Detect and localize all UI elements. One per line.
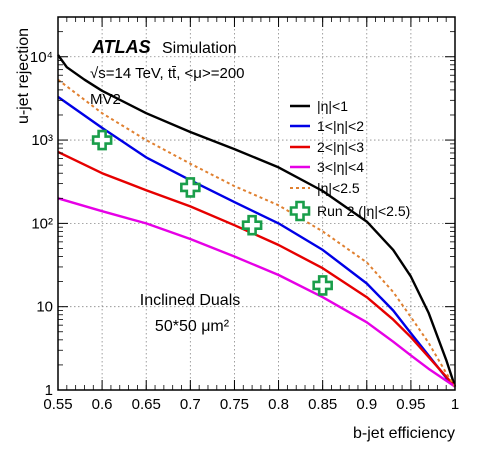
algorithm-label: MV2 bbox=[90, 91, 121, 108]
legend: |η|<1 1<|η|<2 2<|η|<3 3<|η|<4 |η|<2.5 Run 2 (… bbox=[289, 98, 410, 222]
legend-label-2: 1<|η|<2 bbox=[317, 118, 364, 134]
legend-label-run2: Run 2 (|η|<2.5) bbox=[317, 203, 410, 219]
x-tick-label: 0.7 bbox=[180, 396, 201, 413]
legend-label-3: 2<|η|<3 bbox=[317, 139, 364, 155]
y-tick-label: 1 bbox=[45, 382, 53, 399]
legend-label-5: |η|<2.5 bbox=[317, 180, 360, 196]
x-tick-label: 0.8 bbox=[268, 396, 289, 413]
run2-marker bbox=[312, 275, 333, 296]
energy-label: √s=14 TeV, tt̄, <μ>=200 bbox=[90, 65, 245, 82]
tick-labels: 0.55 0.6 0.65 0.7 0.75 0.8 0.85 0.9 0.95 1 1 10 10² 1… bbox=[30, 49, 459, 413]
series-layer bbox=[57, 54, 457, 388]
y-tick-label: 10 bbox=[36, 299, 53, 316]
run2-marker bbox=[180, 177, 201, 198]
y-tick-label: 10⁴ bbox=[30, 49, 53, 66]
marker-layer bbox=[91, 129, 333, 296]
run2-marker bbox=[91, 129, 113, 151]
x-tick-label: 0.55 bbox=[43, 396, 72, 413]
series-line-4 bbox=[57, 197, 456, 388]
y-tick-label: 10² bbox=[31, 215, 53, 232]
x-tick-label: 0.75 bbox=[220, 396, 249, 413]
x-tick-label: 0.9 bbox=[356, 396, 377, 413]
run2-marker bbox=[241, 214, 263, 236]
legend-marker-run2 bbox=[289, 200, 311, 222]
layout-label-line1: Inclined Duals bbox=[140, 292, 241, 309]
legend-label-4: 3<|η|<4 bbox=[317, 159, 364, 175]
ticks bbox=[57, 16, 456, 391]
x-axis-label: b-jet efficiency bbox=[353, 425, 455, 442]
x-tick-label: 1 bbox=[451, 396, 459, 413]
simulation-label: Simulation bbox=[162, 40, 237, 57]
series-line-3 bbox=[57, 150, 456, 388]
series-line-1 bbox=[57, 54, 457, 387]
x-tick-label: 0.95 bbox=[396, 396, 425, 413]
y-tick-label: 10³ bbox=[31, 132, 53, 149]
x-tick-label: 0.65 bbox=[132, 396, 161, 413]
plot-frame bbox=[57, 16, 456, 391]
atlas-label: ATLAS bbox=[91, 37, 151, 57]
x-tick-label: 0.6 bbox=[92, 396, 113, 413]
annotation-block: ATLAS Simulation √s=14 TeV, tt̄, <μ>=200… bbox=[90, 37, 245, 335]
x-tick-label: 0.85 bbox=[308, 396, 337, 413]
layout-label-line2: 50*50 μm² bbox=[155, 318, 230, 335]
legend-label-1: |η|<1 bbox=[317, 98, 348, 114]
y-axis-label: u-jet rejection bbox=[15, 28, 32, 124]
